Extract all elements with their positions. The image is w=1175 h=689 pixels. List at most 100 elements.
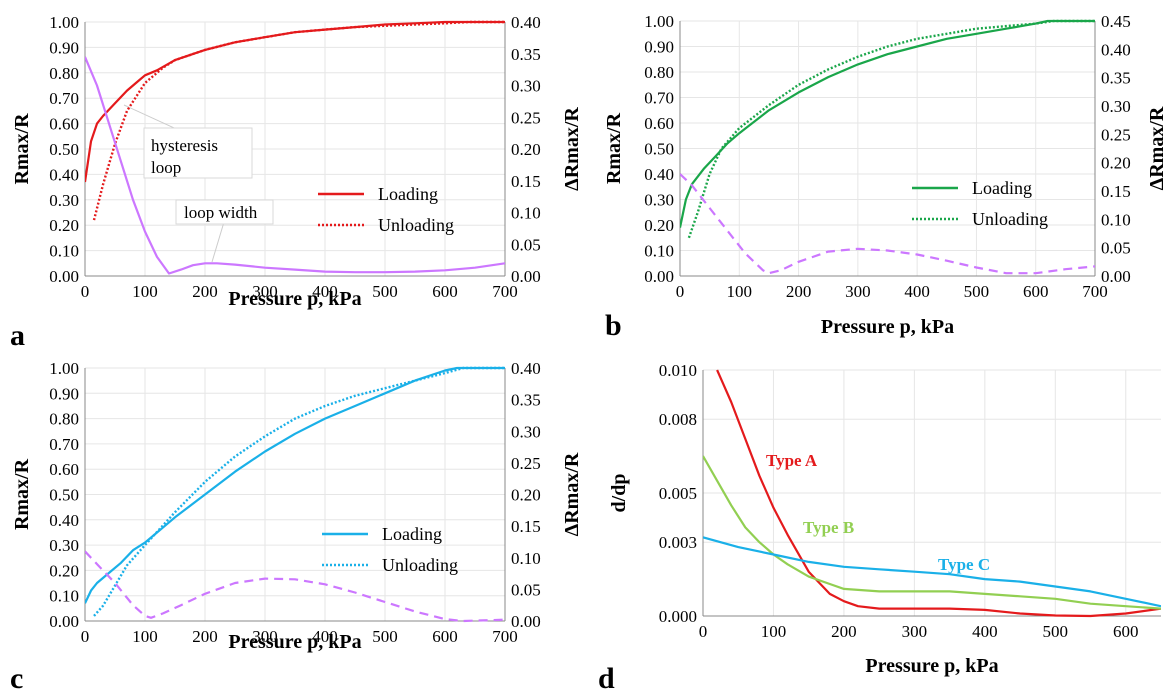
y2-tick-label: 0.30 — [1101, 97, 1131, 116]
y2-tick-label: 0.25 — [511, 108, 541, 127]
y2-tick-label: 0.20 — [511, 486, 541, 505]
y-tick-label: 0.00 — [644, 267, 674, 286]
y2-tick-label: 0.45 — [1101, 12, 1131, 31]
x-tick-label: 500 — [372, 282, 398, 301]
y-tick-label: 0.000 — [659, 607, 697, 626]
y-tick-label: 0.60 — [49, 115, 79, 134]
y-tick-label: 0.30 — [49, 191, 79, 210]
y-tick-label: 0.80 — [49, 64, 79, 83]
x-tick-label: 600 — [432, 627, 458, 646]
y2-tick-label: 0.25 — [511, 454, 541, 473]
panel-letter: b — [605, 309, 622, 342]
y-tick-label: 0.70 — [49, 435, 79, 454]
series-label: Type A — [766, 451, 818, 470]
y2-tick-label: 0.00 — [1101, 267, 1131, 286]
y-tick-label: 0.70 — [644, 89, 674, 108]
y-tick-label: 0.60 — [49, 460, 79, 479]
y-tick-label: 0.80 — [49, 410, 79, 429]
y2-tick-label: 0.15 — [511, 172, 541, 191]
y-tick-label: 0.008 — [659, 410, 697, 429]
y-tick-label: 0.20 — [49, 561, 79, 580]
x-axis-title: Pressure p, kPa — [821, 316, 954, 338]
x-axis-title: Pressure p, kPa — [228, 288, 361, 310]
series-line — [85, 550, 505, 623]
y2-tick-label: 0.35 — [511, 45, 541, 64]
y2-tick-label: 0.30 — [511, 422, 541, 441]
y2-tick-label: 0.00 — [511, 267, 541, 286]
y-tick-label: 0.10 — [49, 242, 79, 261]
y-tick-label: 0.90 — [49, 38, 79, 57]
chart-panel-c: 0 100 200 300 400 500 600 7000.000.100.200.300.… — [10, 359, 583, 689]
series-line-unloading — [92, 20, 505, 221]
series-line — [85, 56, 505, 275]
x-axis-title: Pressure p, kPa — [228, 631, 361, 653]
y-tick-label: 0.80 — [644, 63, 674, 82]
y-tick-label: 0.90 — [49, 384, 79, 403]
x-tick-label: 600 — [1113, 622, 1139, 641]
annotation-box — [143, 127, 253, 179]
x-tick-label: 0 — [81, 282, 90, 301]
x-tick-label: 0 — [81, 627, 90, 646]
y-axis-title: Rmax/R — [11, 458, 33, 530]
x-tick-label: 300 — [902, 622, 928, 641]
x-tick-label: 400 — [972, 622, 998, 641]
y-tick-label: 0.00 — [49, 267, 79, 286]
y-axis-title: Rmax/R — [11, 113, 33, 185]
y2-tick-label: 0.35 — [1101, 69, 1131, 88]
series-line — [680, 173, 1095, 275]
y2-tick-label: 0.05 — [511, 580, 541, 599]
x-tick-label: 200 — [831, 622, 857, 641]
y-tick-label: 0.70 — [49, 89, 79, 108]
x-tick-label: 600 — [432, 282, 458, 301]
legend-label: Loading — [382, 524, 442, 544]
legend: Loading Unloading — [318, 184, 454, 235]
series-label: Type C — [938, 555, 990, 574]
y-tick-label: 1.00 — [49, 359, 79, 378]
y-tick-label: 0.60 — [644, 114, 674, 133]
x-tick-label: 0 — [676, 282, 685, 301]
x-tick-label: 300 — [252, 627, 278, 646]
x-tick-label: 100 — [132, 282, 158, 301]
y-tick-label: 0.40 — [49, 165, 79, 184]
x-tick-label: 700 — [492, 282, 518, 301]
x-tick-label: 500 — [1043, 622, 1069, 641]
series-line-loading — [680, 19, 1095, 228]
x-tick-label: 400 — [312, 282, 338, 301]
x-tick-label: 500 — [372, 627, 398, 646]
panel-letter: c — [10, 662, 23, 689]
legend-label: Unloading — [378, 215, 454, 235]
x-tick-label: 100 — [727, 282, 753, 301]
x-tick-label: 100 — [132, 627, 158, 646]
x-tick-label: 300 — [252, 282, 278, 301]
y2-tick-label: 0.40 — [511, 359, 541, 378]
series-line-type-a — [716, 369, 1161, 618]
x-tick-label: 500 — [964, 282, 990, 301]
series-line-unloading — [93, 366, 505, 617]
y-tick-label: 0.20 — [49, 216, 79, 235]
x-axis-title: Pressure p, kPa — [865, 655, 998, 677]
x-tick-label: 100 — [761, 622, 787, 641]
y-tick-label: 0.50 — [644, 140, 674, 159]
y2-tick-label: 0.25 — [1101, 125, 1131, 144]
y2-tick-label: 0.10 — [511, 204, 541, 223]
y-tick-label: 0.20 — [644, 216, 674, 235]
chart-panel-d: 0 100 200 300 400 500 600 0.000 0.003 0.005 0.008 0… — [598, 361, 1161, 689]
legend: Loading Unloading — [912, 178, 1048, 229]
y2-tick-label: 0.00 — [511, 612, 541, 631]
y-tick-label: 0.90 — [644, 38, 674, 57]
annotations: hysteresis loop loop width — [123, 104, 274, 263]
series-label: Type B — [803, 518, 854, 537]
annotation-box — [175, 199, 274, 225]
y-tick-label: 0.40 — [644, 165, 674, 184]
y2-tick-label: 0.35 — [511, 391, 541, 410]
x-tick-label: 200 — [192, 627, 218, 646]
y2-tick-label: 0.40 — [511, 13, 541, 32]
y-tick-label: 0.10 — [644, 242, 674, 261]
annotation-leader-line — [211, 221, 225, 263]
y2-axis-title: ΔRmax/R — [561, 107, 583, 191]
x-tick-label: 0 — [699, 622, 708, 641]
y2-tick-label: 0.15 — [511, 517, 541, 536]
x-tick-label: 700 — [1082, 282, 1108, 301]
chart-panel-b: 0 100 200 300 400 500 600 7000.000.100.200.300.… — [603, 12, 1168, 342]
y2-tick-label: 0.40 — [1101, 40, 1131, 59]
